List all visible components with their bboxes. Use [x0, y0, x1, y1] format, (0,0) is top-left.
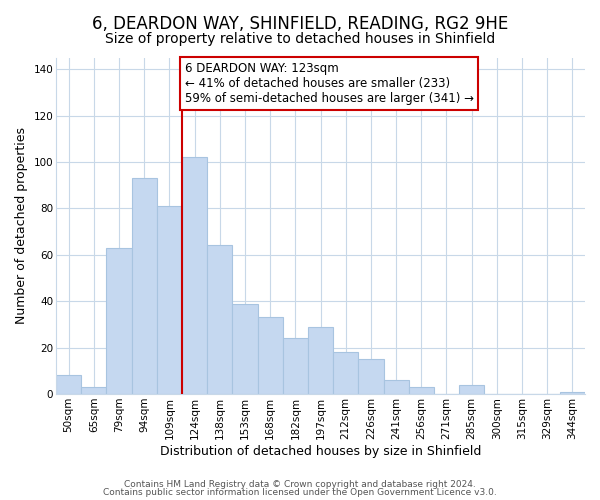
Y-axis label: Number of detached properties: Number of detached properties: [15, 128, 28, 324]
Bar: [232, 304, 257, 394]
Bar: [257, 318, 283, 394]
Bar: [459, 385, 484, 394]
Bar: [157, 206, 182, 394]
Text: 6 DEARDON WAY: 123sqm
← 41% of detached houses are smaller (233)
59% of semi-det: 6 DEARDON WAY: 123sqm ← 41% of detached …: [185, 62, 473, 105]
Bar: [81, 387, 106, 394]
Bar: [283, 338, 308, 394]
Bar: [333, 352, 358, 394]
Text: 6, DEARDON WAY, SHINFIELD, READING, RG2 9HE: 6, DEARDON WAY, SHINFIELD, READING, RG2 …: [92, 15, 508, 33]
Bar: [207, 246, 232, 394]
Bar: [56, 376, 81, 394]
Bar: [383, 380, 409, 394]
Text: Contains HM Land Registry data © Crown copyright and database right 2024.: Contains HM Land Registry data © Crown c…: [124, 480, 476, 489]
Bar: [560, 392, 585, 394]
Bar: [182, 158, 207, 394]
Bar: [131, 178, 157, 394]
Text: Contains public sector information licensed under the Open Government Licence v3: Contains public sector information licen…: [103, 488, 497, 497]
Bar: [358, 359, 383, 394]
Bar: [106, 248, 131, 394]
Bar: [308, 326, 333, 394]
X-axis label: Distribution of detached houses by size in Shinfield: Distribution of detached houses by size …: [160, 444, 481, 458]
Text: Size of property relative to detached houses in Shinfield: Size of property relative to detached ho…: [105, 32, 495, 46]
Bar: [409, 387, 434, 394]
